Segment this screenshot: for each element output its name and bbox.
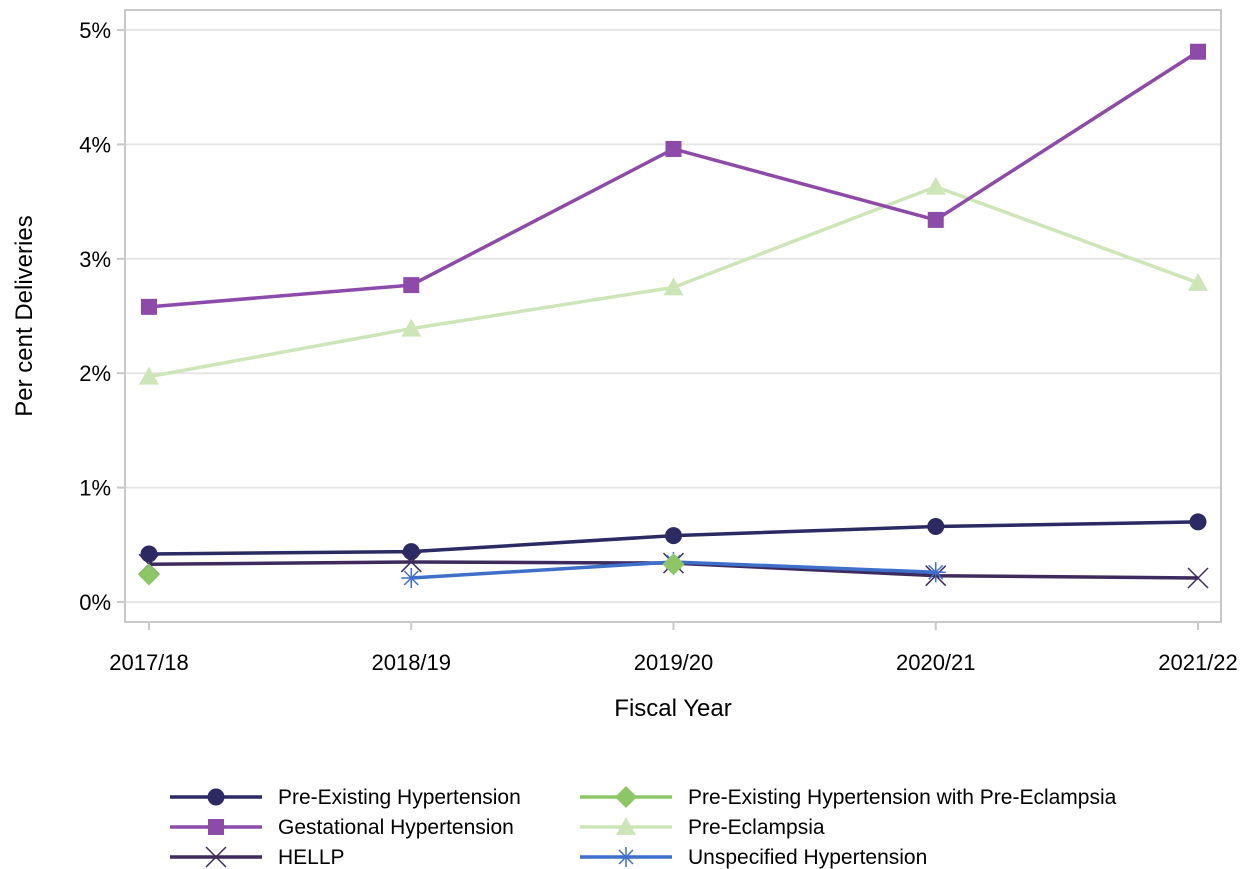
legend-label: Unspecified Hypertension [688, 846, 927, 869]
legend-label: Pre-Existing Hypertension with Pre-Eclam… [688, 786, 1117, 809]
series-pre-eclampsia [139, 176, 1208, 385]
legend-marker [616, 817, 636, 835]
series-pre-existing-hypertension [140, 513, 1207, 563]
data-point [662, 553, 685, 576]
data-point [140, 545, 158, 563]
legend-marker [205, 846, 227, 868]
x-tick-label: 2021/22 [1158, 650, 1238, 675]
data-point [1187, 567, 1209, 589]
data-point [925, 562, 946, 583]
x-tick-label: 2020/21 [896, 650, 976, 675]
gridlines [125, 29, 1221, 603]
data-point [402, 543, 420, 561]
data-point [1189, 513, 1207, 531]
series-line [148, 50, 1199, 309]
legend-item: Pre-Existing Hypertension [170, 786, 521, 809]
legend-marker [207, 788, 225, 806]
legend-marker [208, 819, 224, 835]
legend-label: Gestational Hypertension [278, 816, 514, 839]
legend: Pre-Existing Hypertension Gestational Hyp… [170, 786, 1117, 869]
series-layer [138, 43, 1209, 589]
legend-item: Pre-Existing Hypertension with Pre-Eclam… [580, 786, 1117, 809]
x-tick-label: 2017/18 [109, 650, 189, 675]
legend-marker [615, 786, 637, 808]
data-point [138, 563, 160, 586]
y-tick-label: 0% [79, 590, 111, 615]
data-point [927, 517, 945, 535]
series-pre-existing-hypertension-with-pre-eclampsia [138, 553, 685, 586]
legend-label: HELLP [278, 846, 345, 869]
y-axis-title: Per cent Deliveries [11, 215, 38, 416]
y-tick-label: 1% [79, 476, 111, 501]
legend-item: Pre-Eclampsia [580, 816, 825, 839]
legend-marker [616, 847, 636, 867]
x-axis-title: Fiscal Year [614, 695, 731, 722]
data-point [665, 140, 682, 157]
y-axis-ticks: 0% 1% 2% 3% 4% 5% [79, 18, 125, 615]
data-point [141, 298, 157, 315]
legend-label: Pre-Existing Hypertension [278, 786, 521, 809]
data-point [403, 277, 420, 294]
data-point [665, 527, 682, 545]
y-tick-label: 3% [79, 247, 111, 272]
x-tick-label: 2019/20 [634, 650, 714, 675]
data-point [663, 277, 684, 296]
y-tick-label: 2% [79, 361, 111, 386]
legend-item: Gestational Hypertension [170, 816, 514, 839]
series-gestational-hypertension [141, 43, 1206, 315]
data-point [139, 366, 159, 385]
x-axis-ticks: 2017/18 2018/19 2019/20 2020/21 2021/22 [109, 622, 1238, 675]
data-point [927, 211, 944, 228]
data-point [401, 567, 422, 588]
data-point [401, 318, 422, 337]
data-point [1188, 272, 1208, 291]
legend-item: Unspecified Hypertension [580, 846, 927, 869]
data-point [400, 551, 422, 573]
legend-label: Pre-Eclampsia [688, 816, 825, 839]
legend-item: HELLP [170, 846, 345, 869]
data-point [925, 176, 946, 195]
y-tick-label: 5% [79, 18, 111, 43]
data-point [1190, 43, 1206, 60]
y-tick-label: 4% [79, 132, 111, 157]
x-tick-label: 2018/19 [371, 650, 451, 675]
